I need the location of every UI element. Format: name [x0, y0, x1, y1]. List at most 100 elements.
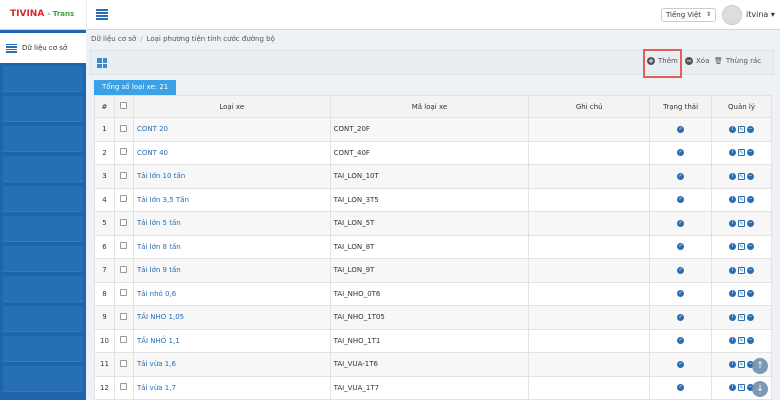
delete-icon[interactable]: − — [747, 337, 754, 345]
row-checkbox[interactable] — [120, 265, 128, 273]
check-circle-icon[interactable]: ✓ — [677, 266, 685, 274]
sidebar-item[interactable] — [3, 126, 83, 152]
sidebar-item[interactable] — [3, 336, 83, 362]
avatar[interactable] — [722, 5, 742, 25]
row-checkbox[interactable] — [120, 312, 128, 320]
edit-icon[interactable]: ✎ — [738, 196, 745, 204]
info-icon[interactable]: i — [729, 243, 736, 251]
info-icon[interactable]: i — [729, 172, 736, 180]
language-select[interactable]: Tiếng Việt ⇕ — [661, 8, 716, 22]
info-icon[interactable]: i — [729, 384, 736, 392]
check-circle-icon[interactable]: ✓ — [677, 149, 685, 157]
vehicle-type-link[interactable]: Tải vừa 1,6 — [132, 352, 331, 377]
edit-icon[interactable]: ✎ — [738, 384, 745, 392]
select-all-checkbox[interactable] — [120, 102, 128, 109]
sidebar-item[interactable] — [3, 306, 83, 332]
delete-icon[interactable]: − — [747, 172, 754, 180]
row-checkbox[interactable] — [120, 195, 128, 203]
info-icon[interactable]: i — [729, 360, 736, 368]
delete-icon[interactable]: − — [747, 360, 754, 368]
delete-icon[interactable]: − — [747, 290, 754, 298]
vehicle-type-link[interactable]: Tải lớn 8 tấn — [132, 234, 331, 259]
check-circle-icon[interactable]: ✓ — [677, 360, 685, 368]
info-icon[interactable]: i — [729, 266, 736, 274]
col-note[interactable]: Ghi chú — [528, 95, 651, 118]
row-checkbox[interactable] — [120, 124, 128, 132]
check-circle-icon[interactable]: ✓ — [677, 243, 685, 251]
edit-icon[interactable]: ✎ — [738, 172, 745, 180]
delete-icon[interactable]: − — [747, 313, 754, 321]
check-circle-icon[interactable]: ✓ — [677, 219, 685, 227]
delete-icon[interactable]: − — [747, 243, 754, 251]
delete-icon[interactable]: − — [747, 266, 754, 274]
menu-toggle-icon[interactable] — [96, 9, 108, 20]
vehicle-type-link[interactable]: Tải lớn 3,5 Tấn — [132, 187, 331, 212]
row-checkbox[interactable] — [120, 218, 128, 226]
vehicle-type-link[interactable]: Tải lớn 9 tấn — [132, 258, 331, 283]
edit-icon[interactable]: ✎ — [738, 337, 745, 345]
delete-icon[interactable]: − — [747, 125, 754, 133]
check-circle-icon[interactable]: ✓ — [677, 313, 685, 321]
row-select[interactable] — [113, 375, 134, 400]
vehicle-type-link[interactable]: CONT 40 — [132, 140, 331, 165]
vehicle-type-link[interactable]: CONT 20 — [132, 117, 331, 142]
check-circle-icon[interactable]: ✓ — [677, 196, 685, 204]
info-icon[interactable]: i — [729, 290, 736, 298]
sidebar-item-du-lieu-co-so[interactable]: Dữ liệu cơ sở — [0, 33, 86, 63]
col-status[interactable]: Trạng thái — [649, 95, 712, 118]
delete-button[interactable]: − Xóa — [685, 57, 709, 65]
sidebar-item[interactable] — [3, 96, 83, 122]
info-icon[interactable]: i — [729, 337, 736, 345]
check-circle-icon[interactable]: ✓ — [677, 290, 685, 298]
row-checkbox[interactable] — [120, 336, 128, 344]
info-icon[interactable]: i — [729, 125, 736, 133]
row-select[interactable] — [113, 328, 134, 353]
edit-icon[interactable]: ✎ — [738, 266, 745, 274]
edit-icon[interactable]: ✎ — [738, 149, 745, 157]
row-select[interactable] — [113, 211, 134, 236]
info-icon[interactable]: i — [729, 149, 736, 157]
vehicle-type-link[interactable]: Tải lớn 10 tấn — [132, 164, 331, 189]
row-select[interactable] — [113, 352, 134, 377]
add-button[interactable]: + Thêm — [647, 57, 678, 65]
delete-icon[interactable]: − — [747, 196, 754, 204]
row-select[interactable] — [113, 187, 134, 212]
row-select[interactable] — [113, 234, 134, 259]
sidebar-item[interactable] — [3, 246, 83, 272]
vehicle-type-link[interactable]: Tải lớn 5 tấn — [132, 211, 331, 236]
breadcrumb-link[interactable]: Dữ liệu cơ sở — [91, 35, 137, 43]
row-checkbox[interactable] — [120, 171, 128, 179]
vehicle-type-link[interactable]: TẢI NHỎ 1,1 — [132, 328, 331, 353]
row-checkbox[interactable] — [120, 148, 128, 156]
edit-icon[interactable]: ✎ — [738, 290, 745, 298]
row-select[interactable] — [113, 305, 134, 330]
edit-icon[interactable]: ✎ — [738, 243, 745, 251]
vehicle-type-link[interactable]: Tải vừa 1,7 — [132, 375, 331, 400]
col-vehicle-type[interactable]: Loại xe — [132, 95, 331, 118]
row-checkbox[interactable] — [120, 242, 128, 250]
check-circle-icon[interactable]: ✓ — [677, 337, 685, 345]
edit-icon[interactable]: ✎ — [738, 125, 745, 133]
scroll-up-button[interactable]: ↑ — [752, 358, 768, 374]
row-select[interactable] — [113, 281, 134, 306]
row-select[interactable] — [113, 140, 134, 165]
sidebar-item[interactable] — [3, 366, 83, 392]
logo[interactable]: TIVINA - Trans — [10, 9, 74, 19]
tab-total-count[interactable]: Tổng số loại xe: 21 — [94, 80, 177, 95]
scroll-down-button[interactable]: ↓ — [752, 381, 768, 397]
edit-icon[interactable]: ✎ — [738, 219, 745, 227]
row-select[interactable] — [113, 258, 134, 283]
check-circle-icon[interactable]: ✓ — [677, 384, 685, 392]
col-code[interactable]: Mã loại xe — [329, 95, 530, 118]
edit-icon[interactable]: ✎ — [738, 313, 745, 321]
row-checkbox[interactable] — [120, 383, 128, 391]
delete-icon[interactable]: − — [747, 219, 754, 227]
edit-icon[interactable]: ✎ — [738, 360, 745, 368]
row-select[interactable] — [113, 164, 134, 189]
sidebar-item[interactable] — [3, 156, 83, 182]
user-menu[interactable]: itvina ▾ — [746, 10, 775, 19]
sidebar-item[interactable] — [3, 186, 83, 212]
col-select-all[interactable] — [113, 95, 134, 118]
row-select[interactable] — [113, 117, 134, 142]
info-icon[interactable]: i — [729, 219, 736, 227]
